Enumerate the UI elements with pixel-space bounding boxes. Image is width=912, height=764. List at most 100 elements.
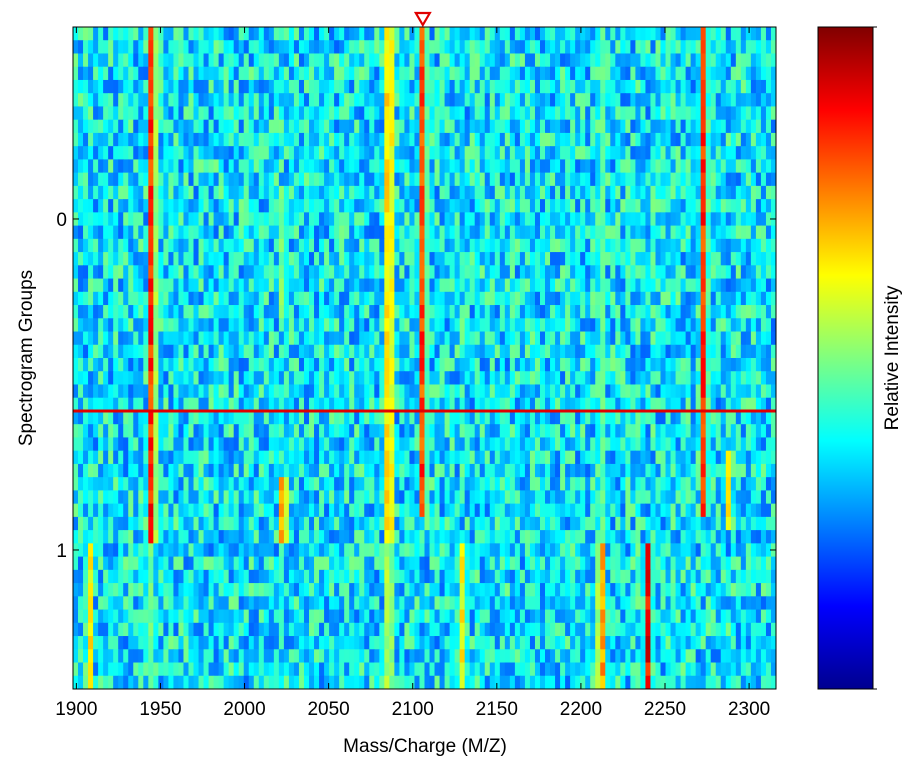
heatmap-cell — [670, 119, 677, 134]
heatmap-cell — [625, 185, 631, 200]
heatmap-cell — [429, 344, 436, 359]
heatmap-cell — [128, 410, 134, 425]
heatmap-cell — [575, 146, 581, 160]
heatmap-cell — [514, 212, 521, 227]
heatmap-cell — [314, 410, 320, 425]
heatmap-cell — [123, 371, 129, 386]
heatmap-cell — [610, 358, 616, 372]
heatmap-cell — [740, 53, 747, 68]
heatmap-cell — [419, 291, 426, 306]
heatmap-cell — [238, 265, 245, 280]
heatmap-cell — [690, 172, 697, 187]
heatmap-cell — [755, 40, 762, 55]
heatmap-cell — [610, 27, 616, 41]
heatmap-cell — [760, 331, 767, 346]
heatmap-cell — [283, 146, 290, 160]
heatmap-cell — [675, 305, 682, 319]
heatmap-cell — [143, 331, 149, 346]
heatmap-cell — [439, 79, 446, 94]
heatmap-cell — [153, 252, 159, 266]
heatmap-cell — [524, 265, 531, 280]
heatmap-cell — [293, 371, 300, 386]
heatmap-cell — [605, 424, 611, 439]
heatmap-cell — [303, 132, 310, 147]
heatmap-cell — [268, 305, 275, 319]
heatmap-cell — [369, 291, 375, 306]
heatmap-cell — [730, 132, 737, 147]
heatmap-cell — [740, 291, 747, 306]
heatmap-cell — [499, 238, 506, 253]
heatmap-cell — [710, 252, 717, 266]
heatmap-cell — [655, 159, 662, 174]
heatmap-cell — [188, 344, 195, 359]
heatmap-cell — [298, 344, 305, 359]
heatmap-cell — [319, 212, 325, 227]
heatmap-cell — [489, 146, 496, 160]
heatmap-cell — [740, 238, 747, 253]
heatmap-cell — [565, 265, 571, 280]
heatmap-cell — [78, 397, 84, 412]
heatmap-cell — [560, 305, 566, 319]
heatmap-cell — [253, 410, 260, 425]
heatmap-cell — [319, 318, 325, 333]
heatmap-cell — [359, 119, 365, 134]
heatmap-cell — [555, 265, 561, 280]
heatmap-cell — [550, 344, 556, 359]
heatmap-cell — [529, 79, 536, 94]
heatmap-cell — [700, 305, 707, 319]
heatmap-cell — [560, 384, 566, 399]
heatmap-cell — [765, 265, 772, 280]
heatmap-cell — [434, 437, 441, 452]
heatmap-cell — [580, 27, 586, 41]
heatmap-cell — [213, 119, 220, 134]
heatmap-cell — [514, 450, 521, 465]
heatmap-cell — [740, 318, 747, 333]
heatmap-cell — [565, 238, 571, 253]
heatmap-cell — [303, 371, 310, 386]
heatmap-cell — [414, 146, 421, 160]
heatmap-cell — [334, 384, 340, 399]
heatmap-cell — [228, 93, 235, 108]
heatmap-cell — [168, 305, 175, 319]
heatmap-cell — [665, 212, 672, 227]
heatmap-cell — [359, 384, 365, 399]
heatmap-cell — [143, 27, 149, 41]
heatmap-cell — [745, 463, 752, 478]
heatmap-cell — [113, 79, 119, 94]
heatmap-cell — [755, 318, 762, 333]
heatmap-cell — [499, 199, 506, 213]
heatmap-cell — [479, 119, 486, 134]
heatmap-cell — [635, 437, 642, 452]
heatmap-cell — [223, 93, 230, 108]
heatmap-cell — [489, 344, 496, 359]
heatmap-cell — [439, 172, 446, 187]
heatmap-cell — [444, 79, 451, 94]
heatmap-cell — [454, 437, 461, 452]
heatmap-cell — [88, 278, 94, 293]
heatmap-cell — [660, 371, 667, 386]
heatmap-cell — [359, 410, 365, 425]
heatmap-cell — [545, 384, 551, 399]
heatmap-cell — [379, 212, 385, 227]
heatmap-cell — [454, 79, 461, 94]
heatmap-cell — [158, 185, 164, 200]
heatmap-cell — [640, 450, 647, 465]
heatmap-cell — [208, 199, 215, 213]
heatmap-cell — [208, 278, 215, 293]
heatmap-cell — [103, 53, 109, 68]
heatmap-cell — [419, 53, 426, 68]
heatmap-cell — [499, 384, 506, 399]
heatmap-cell — [735, 477, 742, 491]
heatmap-cell — [253, 463, 260, 478]
heatmap-cell — [339, 371, 345, 386]
heatmap-cell — [635, 424, 642, 439]
heatmap-cell — [319, 40, 325, 55]
heatmap-cell — [273, 265, 280, 280]
heatmap-cell — [283, 132, 290, 147]
heatmap-cell — [349, 132, 355, 147]
heatmap-cell — [635, 119, 642, 134]
heatmap-cell — [625, 358, 631, 372]
heatmap-cell — [389, 132, 395, 147]
heatmap-cell — [379, 53, 385, 68]
heatmap-cell — [645, 225, 652, 240]
